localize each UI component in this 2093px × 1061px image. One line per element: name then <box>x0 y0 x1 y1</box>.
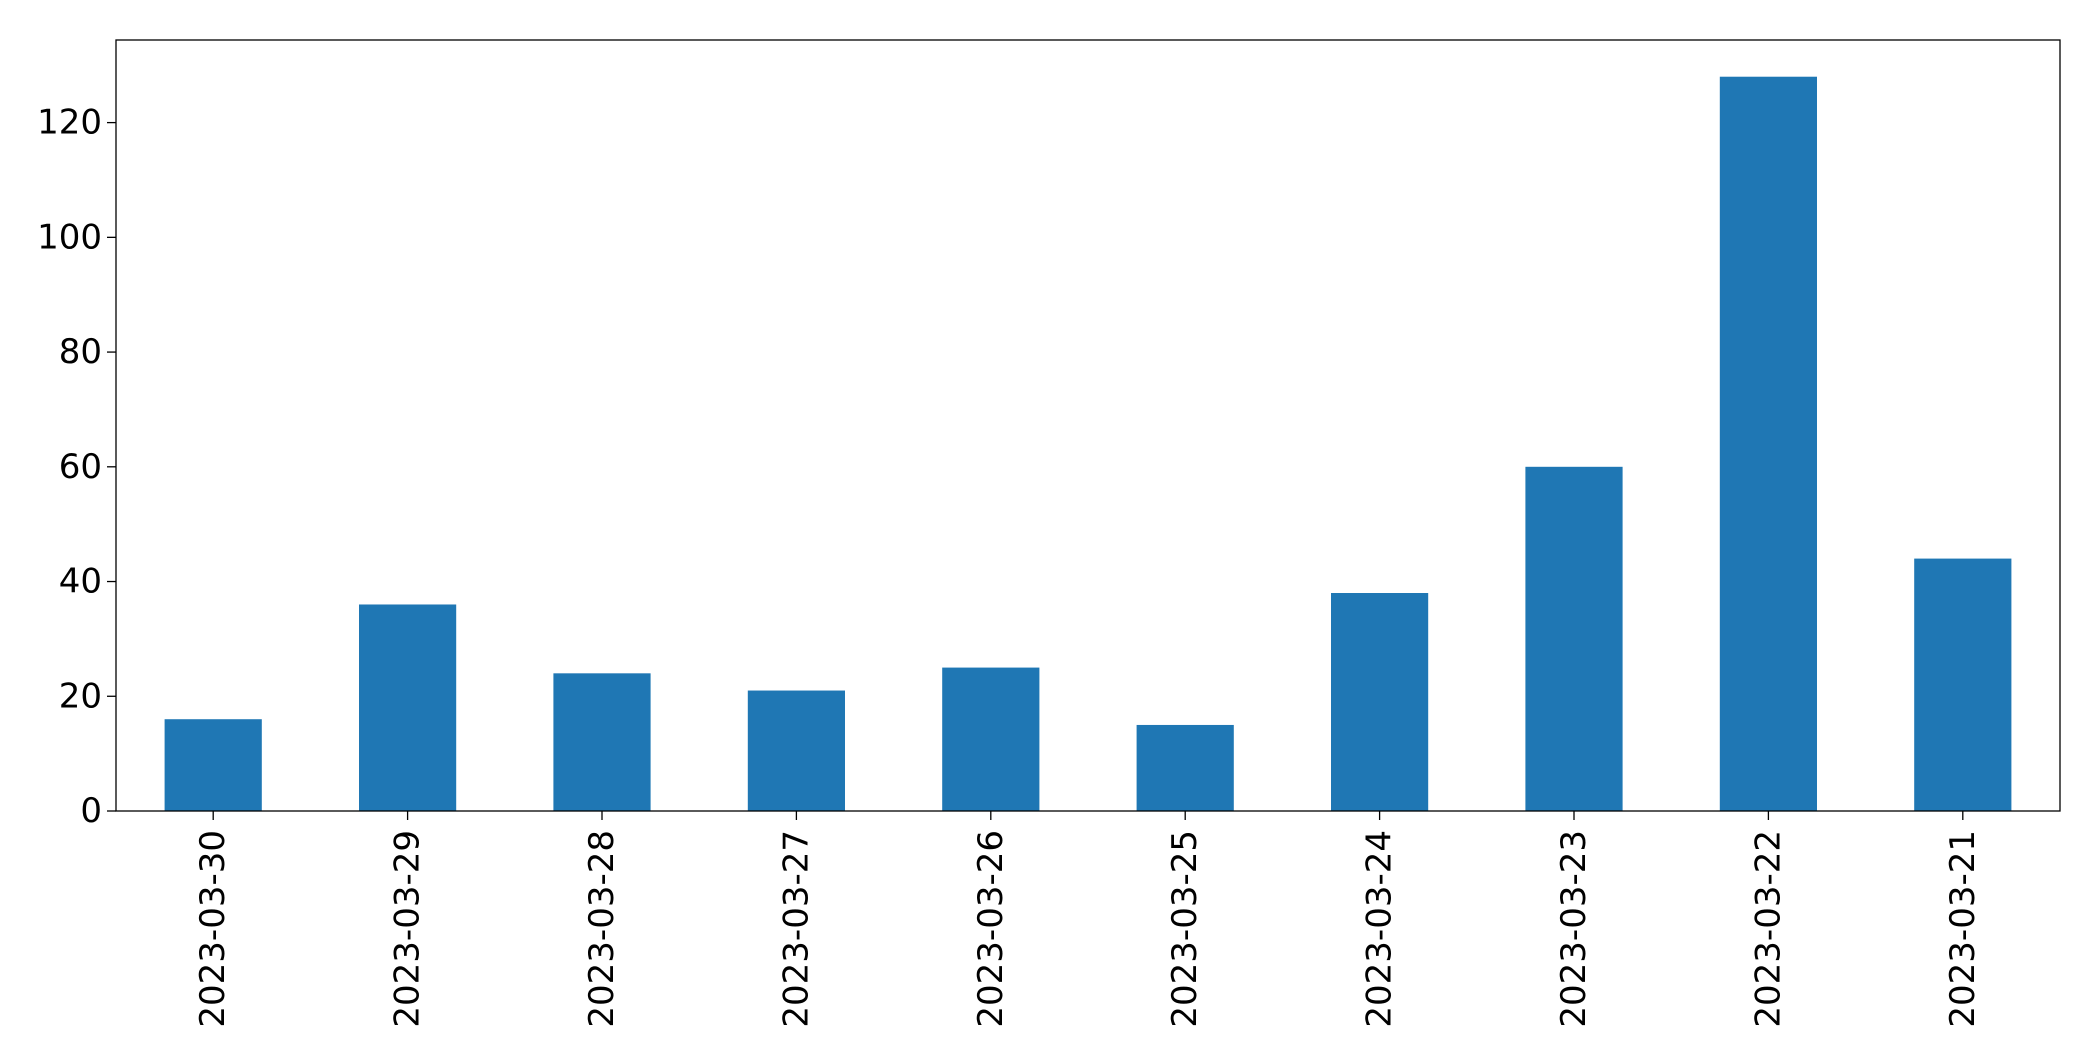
plot-frame <box>115 39 2061 812</box>
bar <box>747 690 845 811</box>
x-tick-label: 2023-03-23 <box>1554 830 1594 1028</box>
bars-group <box>164 76 2012 811</box>
x-tick-label: 2023-03-22 <box>1748 830 1788 1028</box>
bar <box>1914 558 2012 811</box>
x-tick-label: 2023-03-27 <box>776 830 816 1028</box>
bar <box>1719 76 1817 811</box>
y-tick-label: 0 <box>80 791 102 831</box>
x-tick-label: 2023-03-25 <box>1165 830 1205 1028</box>
y-tick-label: 60 <box>59 447 102 487</box>
y-tick-label: 80 <box>59 332 102 372</box>
y-tick-label: 40 <box>59 562 102 602</box>
bar <box>1331 593 1429 811</box>
bar <box>359 604 457 811</box>
x-tick-label: 2023-03-21 <box>1943 830 1983 1028</box>
x-axis: 2023-03-30 2023-03-29 2023-03-28 2023-03-27… <box>193 811 1983 1028</box>
x-tick-label: 2023-03-30 <box>193 830 233 1028</box>
x-tick-label: 2023-03-26 <box>971 830 1011 1028</box>
bar <box>1136 724 1234 811</box>
bar <box>164 719 262 811</box>
y-tick-label: 20 <box>59 676 102 716</box>
y-tick-label: 100 <box>37 217 102 257</box>
x-tick-label: 2023-03-24 <box>1360 830 1400 1028</box>
y-axis: 0 20 40 60 80 100 120 <box>37 103 116 831</box>
y-tick-label: 120 <box>37 103 102 143</box>
bar <box>942 667 1040 811</box>
x-tick-label: 2023-03-29 <box>388 830 428 1028</box>
bar <box>553 673 651 811</box>
bar <box>1525 466 1623 811</box>
x-tick-label: 2023-03-28 <box>582 830 622 1028</box>
